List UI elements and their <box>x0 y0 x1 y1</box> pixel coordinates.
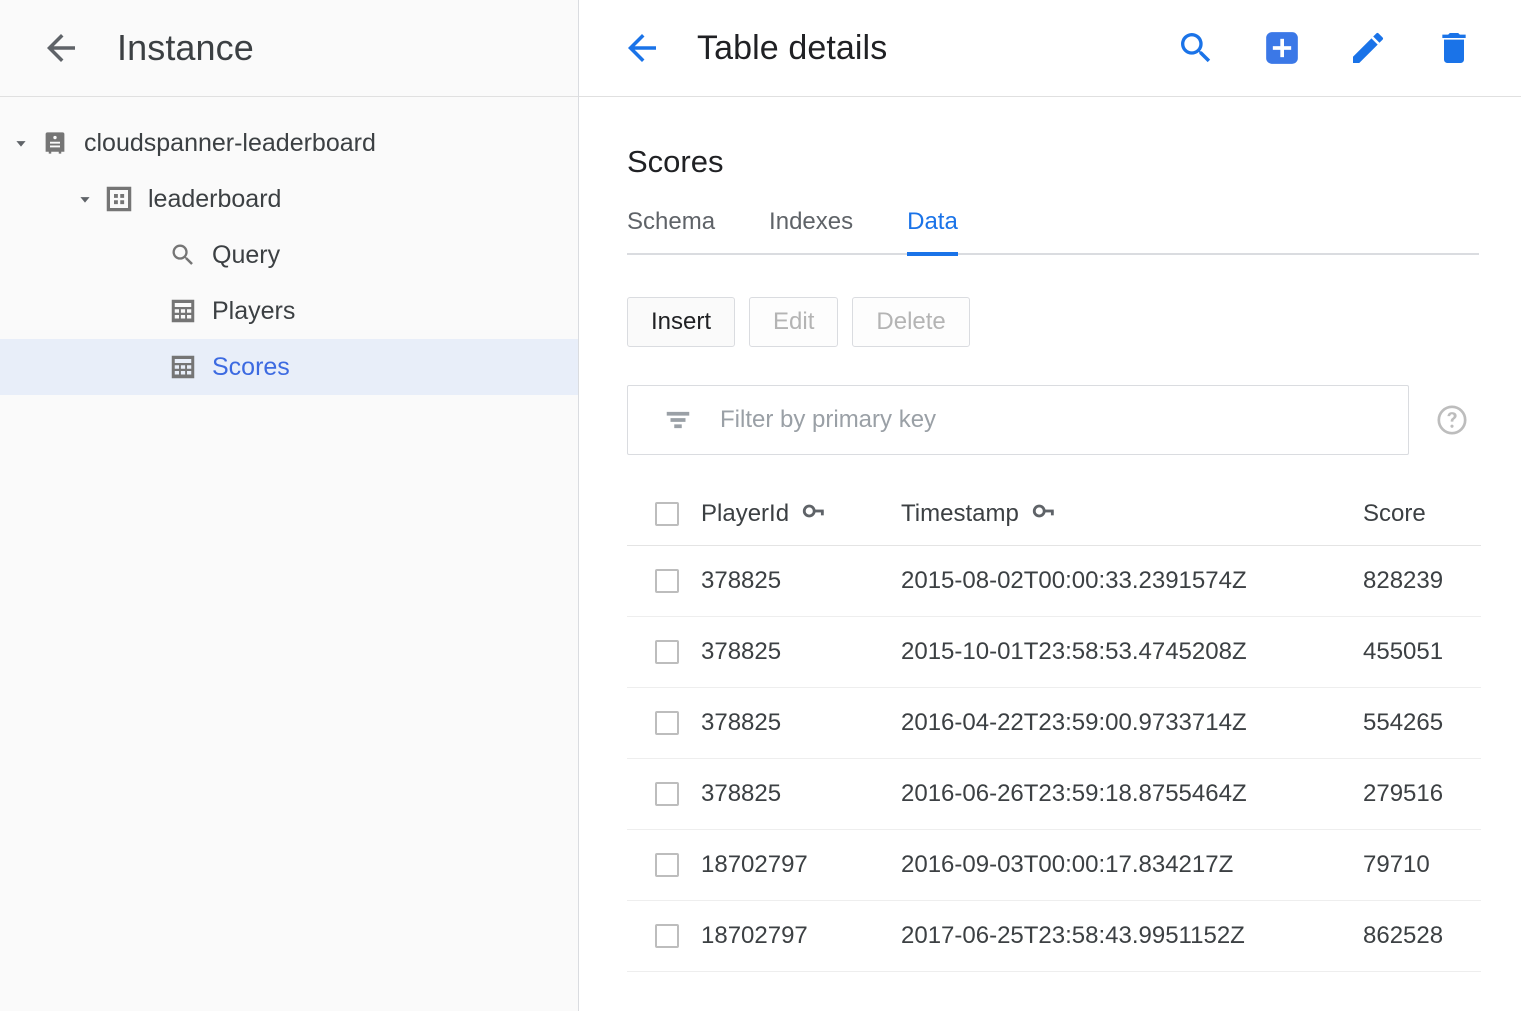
table-row[interactable]: 18702797 2016-09-03T00:00:17.834217Z 797… <box>627 829 1481 901</box>
instance-sidebar: Instance cloudspanner <box>0 0 579 1011</box>
page-title: Instance <box>117 27 254 68</box>
edit-button[interactable]: Edit <box>749 297 839 348</box>
row-select-cell <box>627 616 701 687</box>
table-icon <box>166 296 200 326</box>
table-details-panel: Table details <box>579 0 1521 1011</box>
cell-score: 862528 <box>1363 921 1444 949</box>
table-row[interactable]: 18702797 2017-06-25T23:58:43.9951152Z 86… <box>627 900 1481 972</box>
row-checkbox[interactable] <box>655 710 679 735</box>
filter-box[interactable] <box>627 385 1409 456</box>
row-action-buttons: Insert Edit Delete <box>627 297 1481 348</box>
row-checkbox[interactable] <box>655 852 679 877</box>
cell-playerid: 378825 <box>701 708 782 736</box>
column-header-score[interactable]: Score <box>1363 483 1481 546</box>
key-icon <box>1031 498 1057 531</box>
filter-input[interactable] <box>720 406 1408 435</box>
cell-timestamp: 2016-04-22T23:59:00.9733714Z <box>901 708 1247 736</box>
insert-button[interactable]: Insert <box>627 297 736 348</box>
select-all-cell <box>627 483 701 546</box>
instance-icon <box>38 128 72 158</box>
row-select-cell <box>627 900 701 971</box>
table-row[interactable]: 378825 2016-04-22T23:59:00.9733714Z 5542… <box>627 687 1481 759</box>
resource-tree: cloudspanner-leaderboard <box>0 97 578 1011</box>
cell-timestamp: 2015-10-01T23:58:53.4745208Z <box>901 637 1247 665</box>
select-all-checkbox[interactable] <box>655 502 679 527</box>
add-icon[interactable] <box>1261 27 1303 69</box>
cell-timestamp: 2017-06-25T23:58:43.9951152Z <box>901 921 1245 949</box>
details-tabs: Schema Indexes Data <box>627 208 1479 256</box>
table-row[interactable]: 378825 2015-08-02T00:00:33.2391574Z 8282… <box>627 545 1481 617</box>
chevron-down-icon[interactable] <box>4 132 38 154</box>
row-checkbox[interactable] <box>655 923 679 948</box>
delete-button[interactable]: Delete <box>852 297 970 348</box>
column-header-label: Score <box>1363 500 1426 528</box>
cell-score: 828239 <box>1363 566 1444 594</box>
row-select-cell <box>627 687 701 758</box>
database-icon <box>102 184 136 214</box>
cell-score: 79710 <box>1363 850 1430 878</box>
row-select-cell <box>627 545 701 616</box>
cell-playerid: 18702797 <box>701 921 808 949</box>
table-row[interactable]: 378825 2015-10-01T23:58:53.4745208Z 4550… <box>627 616 1481 688</box>
cell-score: 455051 <box>1363 637 1444 665</box>
tree-item-instance[interactable]: cloudspanner-leaderboard <box>0 115 578 171</box>
column-header-label: Timestamp <box>901 500 1019 528</box>
tree-item-label: Players <box>212 296 296 325</box>
table-body: 378825 2015-08-02T00:00:33.2391574Z 8282… <box>627 545 1481 972</box>
tree-item-players[interactable]: Players <box>0 283 578 339</box>
arrow-left-icon[interactable] <box>619 25 665 71</box>
search-icon[interactable] <box>1175 27 1217 69</box>
table-header-row: PlayerId <box>627 483 1481 546</box>
help-circle-icon[interactable] <box>1435 403 1469 437</box>
tree-item-query[interactable]: Query <box>0 227 578 283</box>
tree-item-label: Query <box>212 240 281 269</box>
tree-item-database[interactable]: leaderboard <box>0 171 578 227</box>
edit-icon[interactable] <box>1347 27 1389 69</box>
row-select-cell <box>627 829 701 900</box>
filter-row <box>627 385 1481 456</box>
column-header-playerid[interactable]: PlayerId <box>701 483 901 546</box>
tree-item-scores[interactable]: Scores <box>0 339 578 395</box>
cell-playerid: 18702797 <box>701 850 808 878</box>
header-action-bar <box>1175 27 1475 69</box>
row-checkbox[interactable] <box>655 568 679 593</box>
tree-item-label: cloudspanner-leaderboard <box>84 128 376 157</box>
table-row[interactable]: 378825 2016-06-26T23:59:18.8755464Z 2795… <box>627 758 1481 830</box>
key-icon <box>801 498 827 531</box>
row-checkbox[interactable] <box>655 781 679 806</box>
column-header-label: PlayerId <box>701 500 790 528</box>
details-title: Table details <box>697 28 888 67</box>
table-name-heading: Scores <box>627 144 724 179</box>
row-checkbox[interactable] <box>655 639 679 664</box>
cell-playerid: 378825 <box>701 637 782 665</box>
tree-item-label: leaderboard <box>148 184 282 213</box>
delete-icon[interactable] <box>1433 27 1475 69</box>
cell-timestamp: 2016-09-03T00:00:17.834217Z <box>901 850 1234 878</box>
cell-playerid: 378825 <box>701 566 782 594</box>
cell-playerid: 378825 <box>701 779 782 807</box>
rows-table: PlayerId <box>627 483 1481 972</box>
tab-schema[interactable]: Schema <box>627 208 716 235</box>
arrow-left-icon[interactable] <box>38 25 84 71</box>
sidebar-header: Instance <box>0 0 578 97</box>
search-icon <box>166 241 200 269</box>
details-header: Table details <box>579 0 1521 97</box>
tree-item-label: Scores <box>212 352 290 381</box>
cell-timestamp: 2015-08-02T00:00:33.2391574Z <box>901 566 1247 594</box>
column-header-timestamp[interactable]: Timestamp <box>901 483 1363 546</box>
details-content: Scores Schema Indexes Data Insert Edit D… <box>579 97 1521 1011</box>
cell-score: 554265 <box>1363 708 1444 736</box>
cell-timestamp: 2016-06-26T23:59:18.8755464Z <box>901 779 1247 807</box>
chevron-down-icon[interactable] <box>68 188 102 210</box>
table-head: PlayerId <box>627 483 1481 546</box>
tab-data[interactable]: Data <box>907 208 958 256</box>
row-select-cell <box>627 758 701 829</box>
tab-indexes[interactable]: Indexes <box>769 208 854 235</box>
filter-icon <box>660 405 696 435</box>
table-icon <box>166 352 200 382</box>
cell-score: 279516 <box>1363 779 1444 807</box>
